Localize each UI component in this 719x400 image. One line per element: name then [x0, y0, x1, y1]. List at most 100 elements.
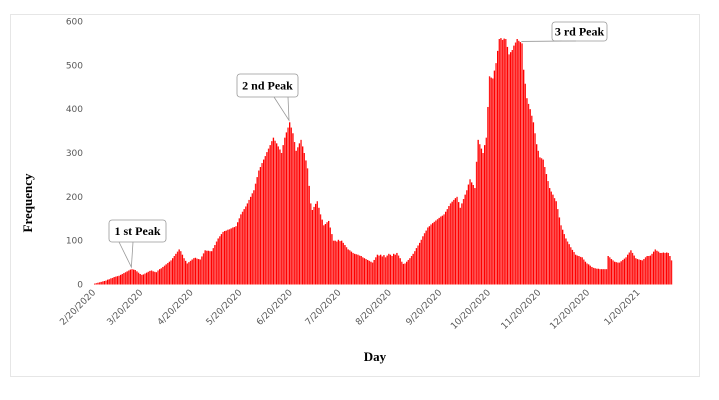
bar — [456, 196, 458, 285]
bar — [376, 254, 379, 285]
bar — [189, 260, 192, 285]
bar — [287, 127, 289, 285]
chart-frame — [10, 14, 700, 377]
bar — [105, 280, 107, 285]
bar — [409, 258, 411, 285]
bar — [371, 262, 374, 285]
bar — [386, 255, 388, 285]
bar — [432, 223, 434, 285]
bar — [350, 251, 353, 285]
bar — [113, 277, 115, 285]
bar — [245, 206, 247, 285]
bar — [614, 261, 616, 285]
bar — [627, 254, 629, 285]
x-tick-label: 4/20/2020 — [156, 288, 196, 328]
bar — [586, 263, 588, 285]
bar — [323, 225, 325, 285]
bar — [635, 258, 637, 285]
bar — [102, 281, 104, 285]
bar — [266, 152, 268, 285]
bar — [103, 280, 106, 285]
bar — [662, 252, 665, 285]
bar — [511, 49, 513, 285]
bar — [128, 270, 130, 285]
bar — [123, 273, 125, 285]
bar — [419, 242, 421, 285]
bar — [536, 144, 538, 285]
bar — [136, 271, 138, 285]
bar — [550, 191, 552, 285]
bar — [581, 257, 583, 285]
bar — [459, 207, 461, 285]
bar — [175, 253, 177, 285]
bar — [654, 249, 656, 285]
bar — [384, 257, 387, 285]
bar — [297, 147, 299, 285]
bar — [552, 194, 554, 285]
bar — [573, 252, 575, 285]
bar — [667, 252, 669, 285]
bar — [277, 146, 279, 285]
bar — [438, 217, 440, 285]
bar — [152, 271, 154, 285]
bar — [436, 219, 439, 285]
bar — [646, 256, 648, 285]
callout-box — [551, 21, 608, 42]
bar — [484, 145, 486, 285]
bar — [641, 260, 643, 285]
bar — [313, 206, 315, 285]
bar — [404, 263, 406, 285]
bar — [220, 234, 223, 285]
bar — [549, 188, 551, 285]
bar — [545, 174, 548, 285]
bar — [467, 184, 470, 285]
bar — [620, 261, 622, 285]
bar — [339, 241, 341, 285]
bar — [651, 253, 653, 285]
bar — [630, 250, 632, 285]
bar — [498, 39, 500, 285]
bar — [373, 259, 375, 285]
bar — [648, 256, 650, 285]
bar — [170, 260, 172, 285]
bar — [193, 258, 195, 285]
bar — [380, 254, 382, 285]
bar — [263, 159, 265, 285]
bar — [445, 211, 447, 285]
callout-label: 1 st Peak — [115, 224, 161, 238]
bar — [562, 229, 564, 285]
y-axis-ticks: 0 100 200 300 400 500 600 — [66, 18, 83, 291]
bar — [375, 257, 377, 285]
bar — [162, 266, 164, 285]
bar — [107, 279, 109, 285]
callout-box — [108, 219, 167, 243]
bar — [116, 276, 119, 285]
x-tick-label: 3/20/2020 — [106, 288, 146, 328]
bar — [597, 268, 600, 285]
bar — [250, 196, 252, 285]
bar — [446, 209, 448, 285]
bar — [501, 39, 504, 285]
bar — [331, 234, 333, 285]
bar — [617, 262, 619, 285]
x-axis-title: Day — [364, 349, 387, 364]
bar — [311, 209, 314, 285]
bar — [108, 279, 110, 285]
bar — [227, 229, 229, 285]
bar — [269, 145, 271, 285]
bar — [659, 252, 661, 285]
bar — [172, 258, 174, 285]
bar — [560, 225, 562, 285]
bar — [527, 103, 530, 285]
bar — [396, 252, 398, 285]
bar — [482, 153, 484, 285]
bar — [201, 256, 203, 285]
bar — [477, 139, 479, 285]
callout-pointer — [273, 96, 290, 122]
bar — [246, 203, 249, 285]
bar — [487, 106, 489, 285]
bar — [591, 266, 593, 285]
bar — [240, 214, 242, 285]
bar — [410, 256, 413, 285]
bar — [357, 254, 359, 285]
